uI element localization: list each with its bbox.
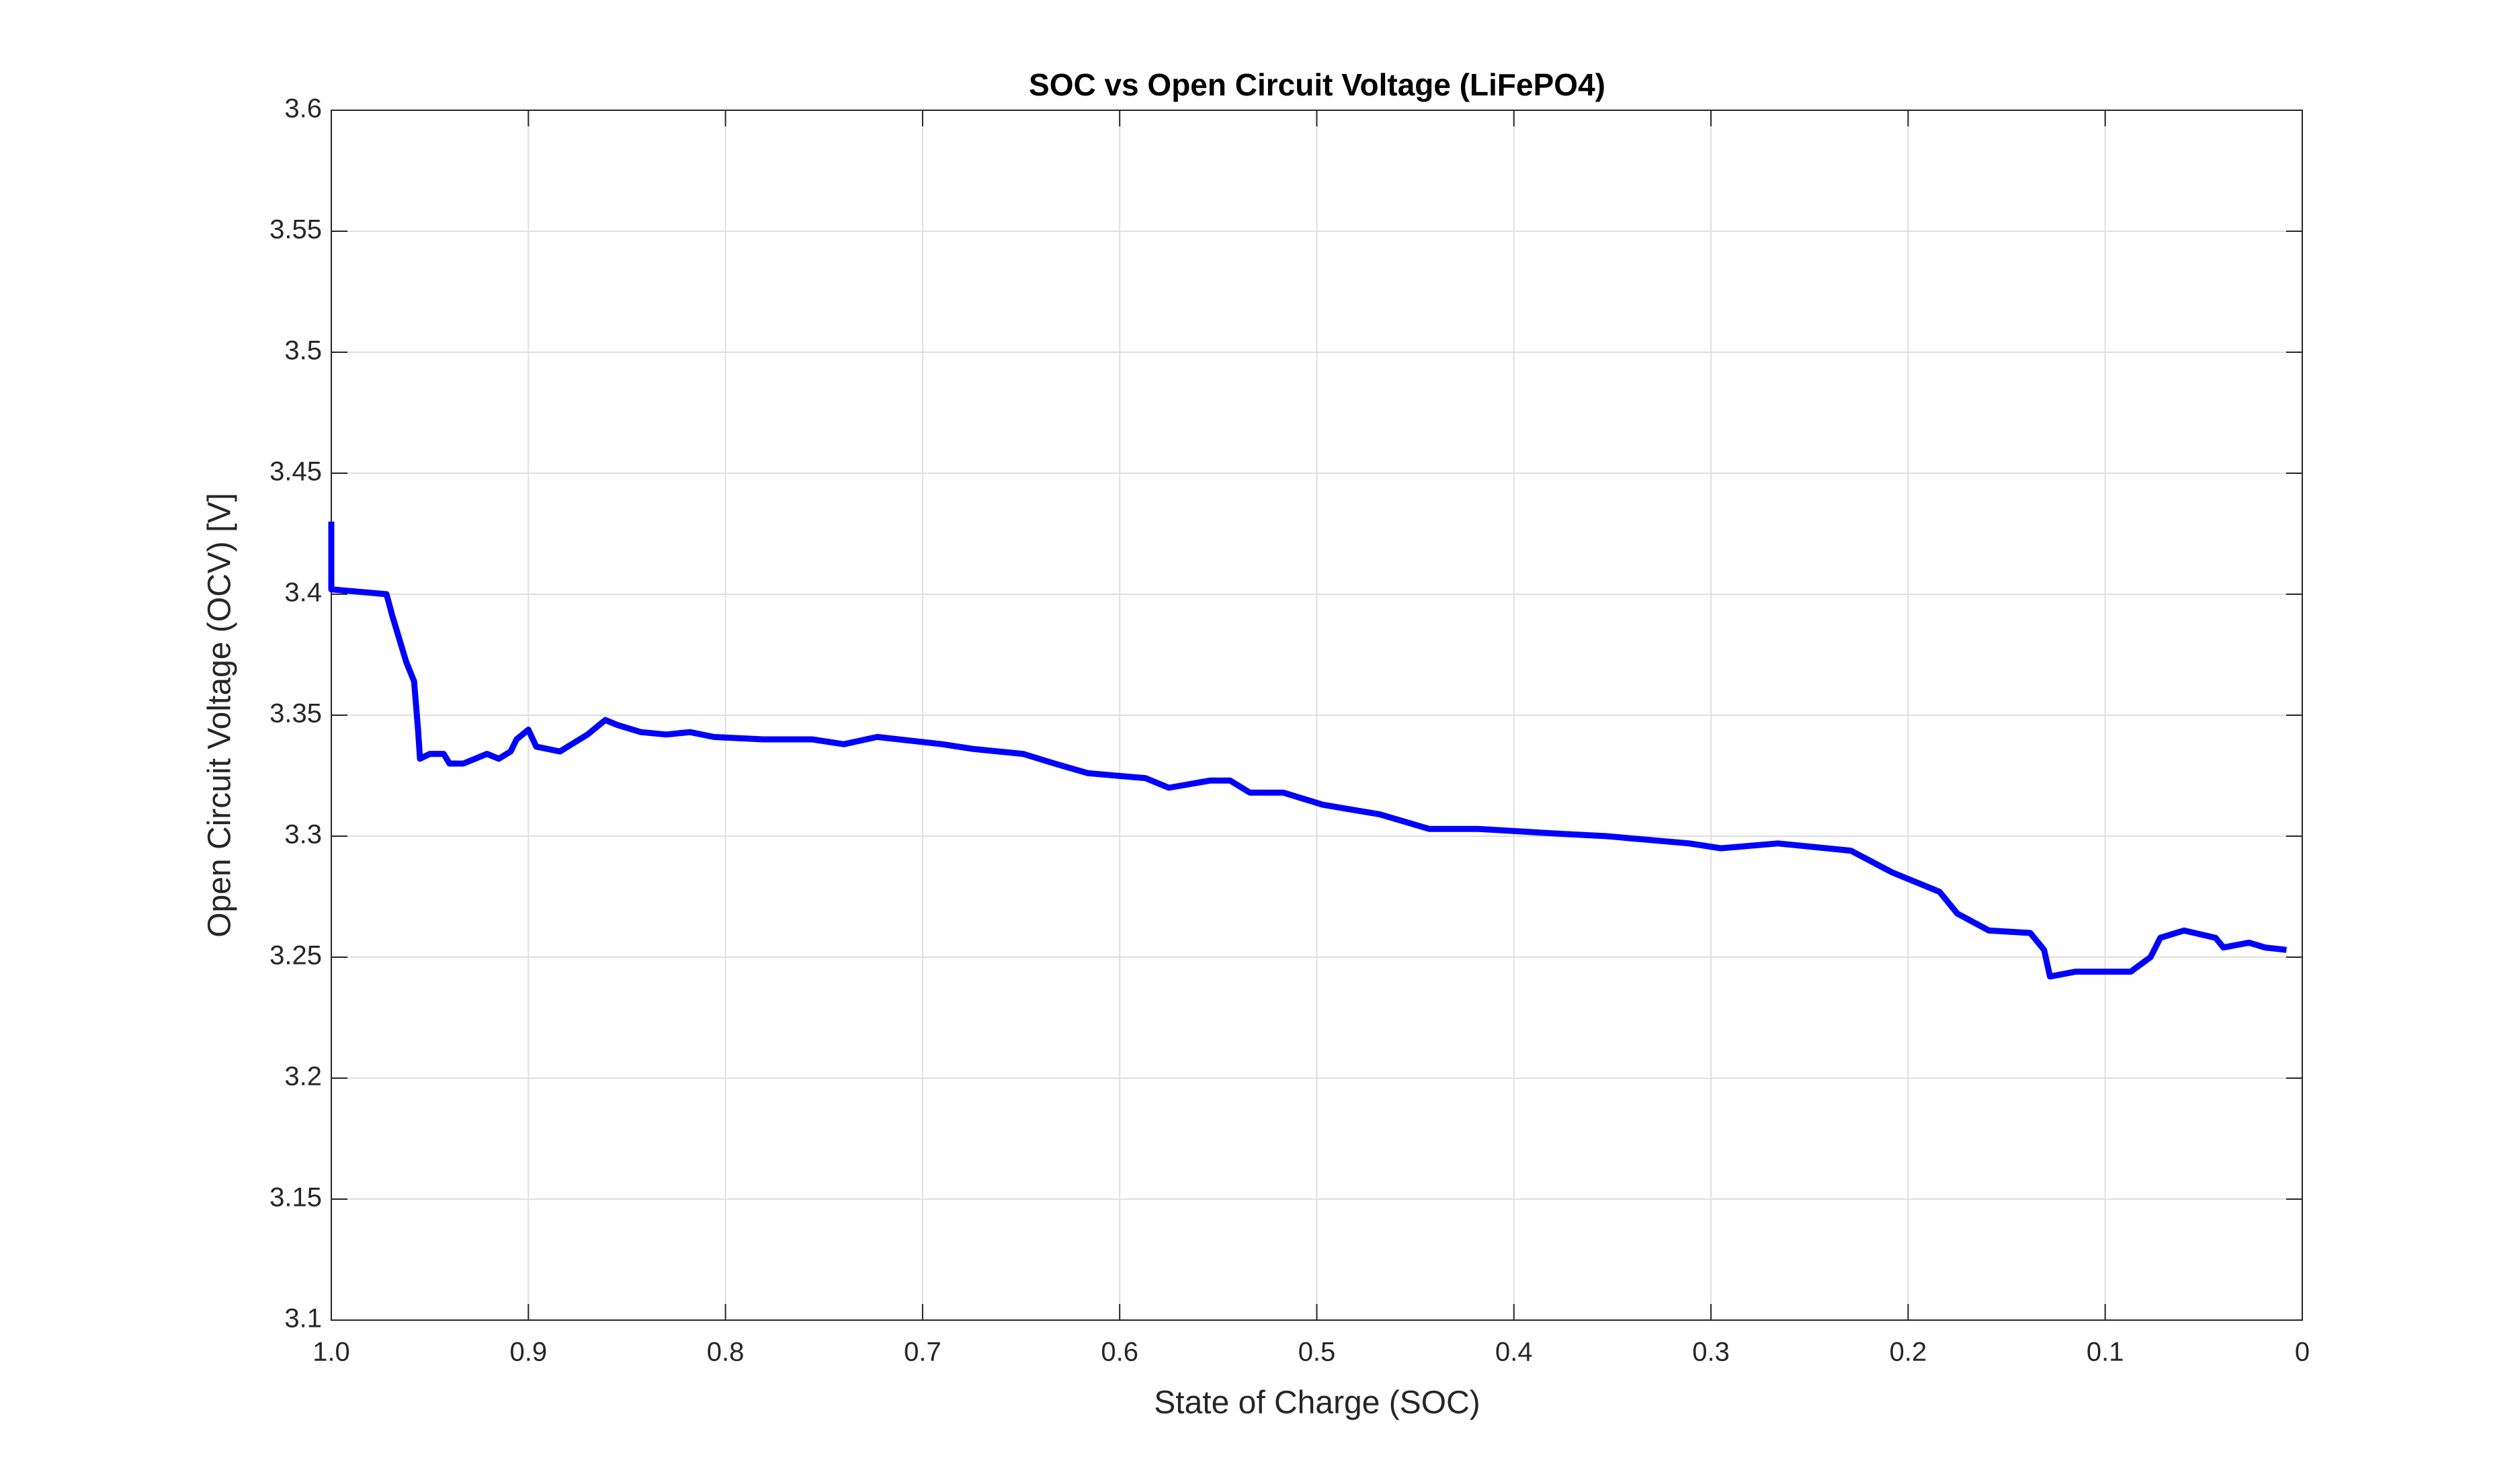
x-tick-label: 0.1 (2087, 1338, 2124, 1367)
x-tick-label: 0.3 (1692, 1338, 1730, 1367)
chart-title: SOC vs Open Circuit Voltage (LiFePO4) (1029, 67, 1605, 102)
y-tick-label: 3.35 (269, 699, 322, 729)
data-line (328, 522, 2287, 980)
y-tick-label: 3.1 (284, 1304, 322, 1334)
y-tick-label: 3.15 (269, 1183, 322, 1213)
plot-frame (331, 110, 2303, 1321)
x-tick-label: 0.5 (1298, 1338, 1336, 1367)
y-tick-label: 3.6 (284, 94, 322, 124)
y-tick-label: 3.45 (269, 457, 322, 487)
x-tick-label: 0.6 (1101, 1338, 1138, 1367)
y-tick-label: 3.4 (284, 578, 322, 608)
y-tick-label: 3.3 (284, 820, 322, 850)
y-axis-label: Open Circuit Voltage (OCV) [V] (202, 493, 238, 938)
x-tick-label: 0.7 (904, 1338, 941, 1367)
x-tick-label: 0.2 (1890, 1338, 1927, 1367)
x-tick-label: 1.0 (312, 1338, 350, 1367)
y-tick-label: 3.5 (284, 336, 322, 366)
y-tick-label: 3.2 (284, 1062, 322, 1092)
x-tick-label: 0.9 (509, 1338, 547, 1367)
x-tick-label: 0.8 (707, 1338, 745, 1367)
y-tick-label: 3.25 (269, 941, 322, 971)
x-tick-label: 0 (2295, 1338, 2310, 1367)
x-tick-label: 0.4 (1495, 1338, 1533, 1367)
y-tick-label: 3.55 (269, 215, 322, 245)
x-axis-label: State of Charge (SOC) (1154, 1385, 1480, 1421)
